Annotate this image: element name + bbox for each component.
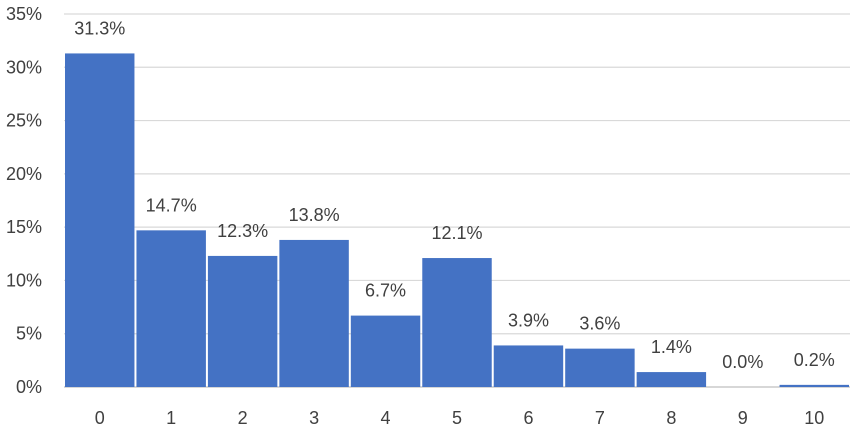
data-label: 31.3% xyxy=(74,18,125,38)
data-label: 3.9% xyxy=(508,310,549,330)
y-tick-label: 35% xyxy=(6,4,42,24)
bar xyxy=(636,372,707,387)
x-tick-label: 5 xyxy=(452,408,462,428)
y-tick-label: 15% xyxy=(6,217,42,237)
x-tick-label: 2 xyxy=(238,408,248,428)
bar xyxy=(207,255,278,387)
bars xyxy=(65,53,849,387)
data-label: 6.7% xyxy=(365,281,406,301)
bar xyxy=(565,348,635,387)
x-tick-label: 6 xyxy=(523,408,533,428)
y-tick-label: 10% xyxy=(6,270,42,290)
data-label: 0.0% xyxy=(722,352,763,372)
data-label: 13.8% xyxy=(289,205,340,225)
data-label: 12.1% xyxy=(431,223,482,243)
x-tick-label: 4 xyxy=(381,408,391,428)
data-label: 3.6% xyxy=(579,314,620,334)
x-axis-ticks: 0 1 2 3 4 5 6 7 8 9 10 xyxy=(95,408,825,428)
x-tick-label: 9 xyxy=(738,408,748,428)
bar xyxy=(779,384,849,387)
x-tick-label: 0 xyxy=(95,408,105,428)
y-tick-label: 0% xyxy=(16,377,42,397)
bar xyxy=(350,315,421,387)
y-axis-ticks: 0% 5% 10% 15% 20% 25% 30% 35% xyxy=(6,4,42,397)
bar xyxy=(493,345,564,387)
bar xyxy=(279,239,349,387)
x-tick-label: 10 xyxy=(804,408,824,428)
x-tick-label: 3 xyxy=(309,408,319,428)
y-tick-label: 25% xyxy=(6,111,42,131)
y-tick-label: 30% xyxy=(6,57,42,77)
data-label: 1.4% xyxy=(651,337,692,357)
x-tick-label: 1 xyxy=(166,408,176,428)
bar xyxy=(136,230,206,387)
bar xyxy=(65,53,135,387)
data-label: 0.2% xyxy=(794,350,835,370)
bar xyxy=(422,258,492,387)
y-tick-label: 20% xyxy=(6,164,42,184)
data-label: 12.3% xyxy=(217,221,268,241)
data-labels: 31.3% 14.7% 12.3% 13.8% 6.7% 12.1% 3.9% 3.6% 1.4… xyxy=(74,18,835,372)
x-tick-label: 7 xyxy=(595,408,605,428)
x-tick-label: 8 xyxy=(666,408,676,428)
y-tick-label: 5% xyxy=(16,324,42,344)
data-label: 14.7% xyxy=(146,195,197,215)
